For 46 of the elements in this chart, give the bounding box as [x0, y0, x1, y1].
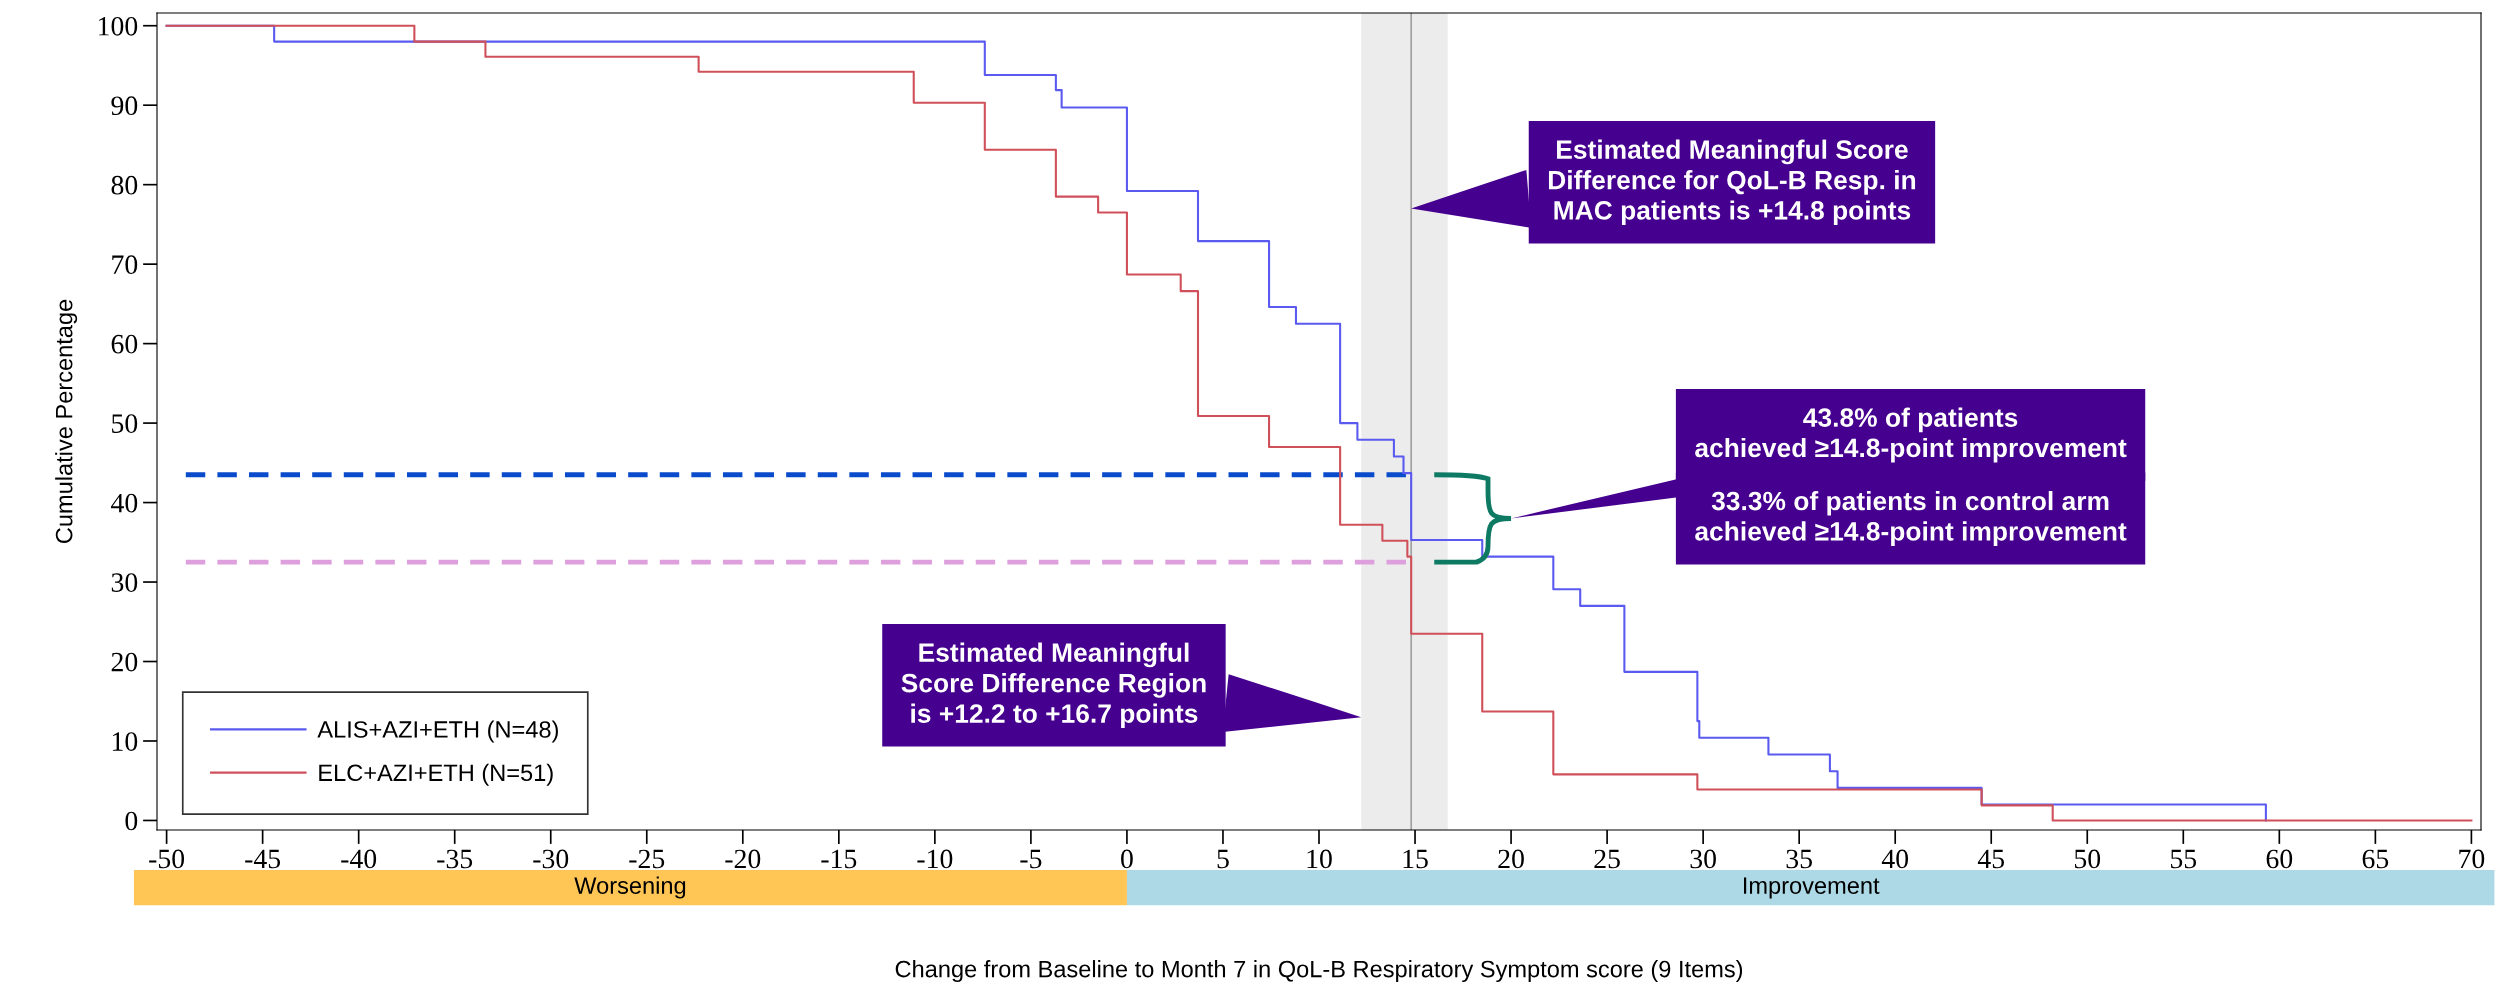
x-tick-label: 25 — [1594, 849, 1620, 869]
x-tick-label: 30 — [1690, 849, 1716, 869]
text: Improvement — [1743, 877, 1880, 899]
x-tick-label: -25 — [629, 849, 665, 869]
x-tick-label: 0 — [1121, 849, 1133, 869]
y-tick-label: 30 — [111, 573, 138, 592]
y-tick-label: 50 — [112, 414, 138, 433]
y-tick-label: 60 — [111, 334, 138, 354]
x-tick-label: -45 — [245, 849, 281, 869]
x-tick-label: 60 — [2266, 849, 2293, 869]
y-tick-label: 20 — [111, 652, 138, 672]
y-tick-label: 90 — [111, 96, 138, 116]
x-tick-label: 40 — [1881, 849, 1909, 869]
y-tick-label: 80 — [111, 175, 138, 195]
annotation: 43.8% of patients achieved ≥14.8-point improvement — [1695, 407, 2127, 463]
x-tick-label: -40 — [341, 849, 377, 869]
text: Worsening — [574, 876, 686, 899]
x-tick-label: 10 — [1307, 849, 1332, 869]
x-tick-label: -15 — [821, 849, 857, 869]
x-tick-label: -10 — [917, 849, 953, 869]
x-tick-label: -35 — [437, 849, 473, 869]
y-tick-label: 10 — [112, 732, 138, 751]
y-tick-label: 70 — [112, 255, 138, 275]
legend-label: ALIS+AZI+ETH (N=48) — [317, 720, 558, 743]
x-tick-label: 5 — [1217, 849, 1229, 869]
annotation: Estimated Meaningful Score Difference Region is +12.2 to +16.7 points — [901, 642, 1206, 729]
x-tick-label: -20 — [725, 849, 761, 869]
annotation: 33.3% of patients in control arm achieved ≥14.8-point improvement — [1695, 490, 2127, 546]
x-axis-title: Change from Baseline to Month 7 in QoL-B Respiratory Symptom score (9 Items) — [895, 960, 1743, 983]
x-tick-label: 35 — [1786, 849, 1812, 869]
x-tick-label: 45 — [1977, 849, 2005, 869]
y-tick-label: 40 — [111, 493, 138, 513]
x-tick-label: 65 — [2362, 849, 2389, 869]
y-tick-label: 0 — [125, 811, 138, 831]
x-tick-label: -50 — [149, 849, 185, 869]
x-tick-label: 70 — [2459, 849, 2485, 869]
y-axis-title: Cumulative Percentage — [55, 299, 78, 544]
y-tick-label: 100 — [99, 16, 138, 36]
x-tick-label: 20 — [1498, 849, 1524, 869]
x-tick-label: -5 — [1020, 849, 1042, 869]
x-tick-label: -30 — [533, 849, 569, 869]
legend-label: ELC+AZI+ETH (N=51) — [319, 763, 553, 786]
x-tick-label: 50 — [2074, 849, 2101, 869]
annotation: Estimated Meaningful Score Difference for QoL-B Resp. in MAC patients is +14.8 points — [1548, 139, 1916, 225]
x-tick-label: 15 — [1403, 849, 1428, 869]
x-tick-label: 55 — [2171, 849, 2197, 869]
